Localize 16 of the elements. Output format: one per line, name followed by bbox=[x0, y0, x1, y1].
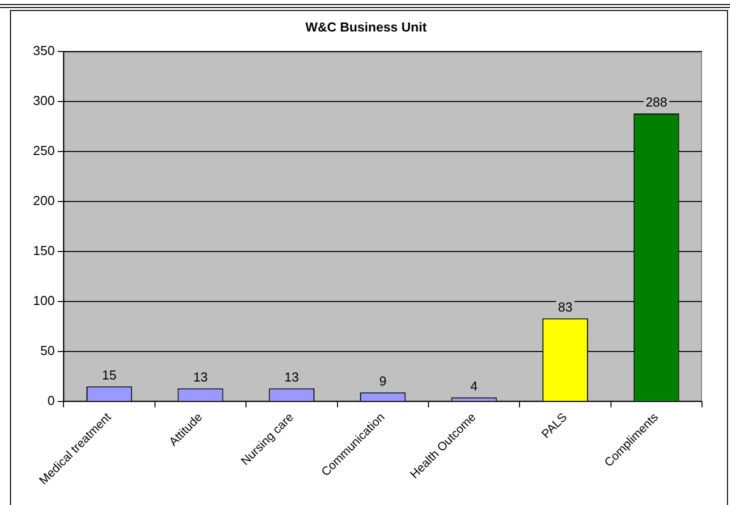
y-tick-label: 50 bbox=[40, 342, 55, 358]
data-label: 288 bbox=[646, 94, 668, 110]
data-label: 9 bbox=[379, 373, 386, 388]
data-label: 13 bbox=[193, 369, 208, 384]
chart-title: W&C Business Unit bbox=[305, 19, 428, 34]
y-tick-label: 200 bbox=[32, 193, 55, 208]
data-label: 15 bbox=[102, 367, 117, 382]
y-tick-label: 350 bbox=[32, 43, 55, 58]
y-tick-label: 150 bbox=[32, 243, 55, 258]
y-tick-label: 250 bbox=[32, 143, 55, 158]
y-tick-label: 100 bbox=[32, 293, 55, 308]
y-tick-label: 300 bbox=[32, 93, 55, 108]
data-label: 4 bbox=[470, 378, 478, 394]
data-label: 83 bbox=[558, 300, 572, 315]
data-label: 13 bbox=[284, 369, 299, 384]
y-tick-label: 0 bbox=[47, 392, 55, 408]
